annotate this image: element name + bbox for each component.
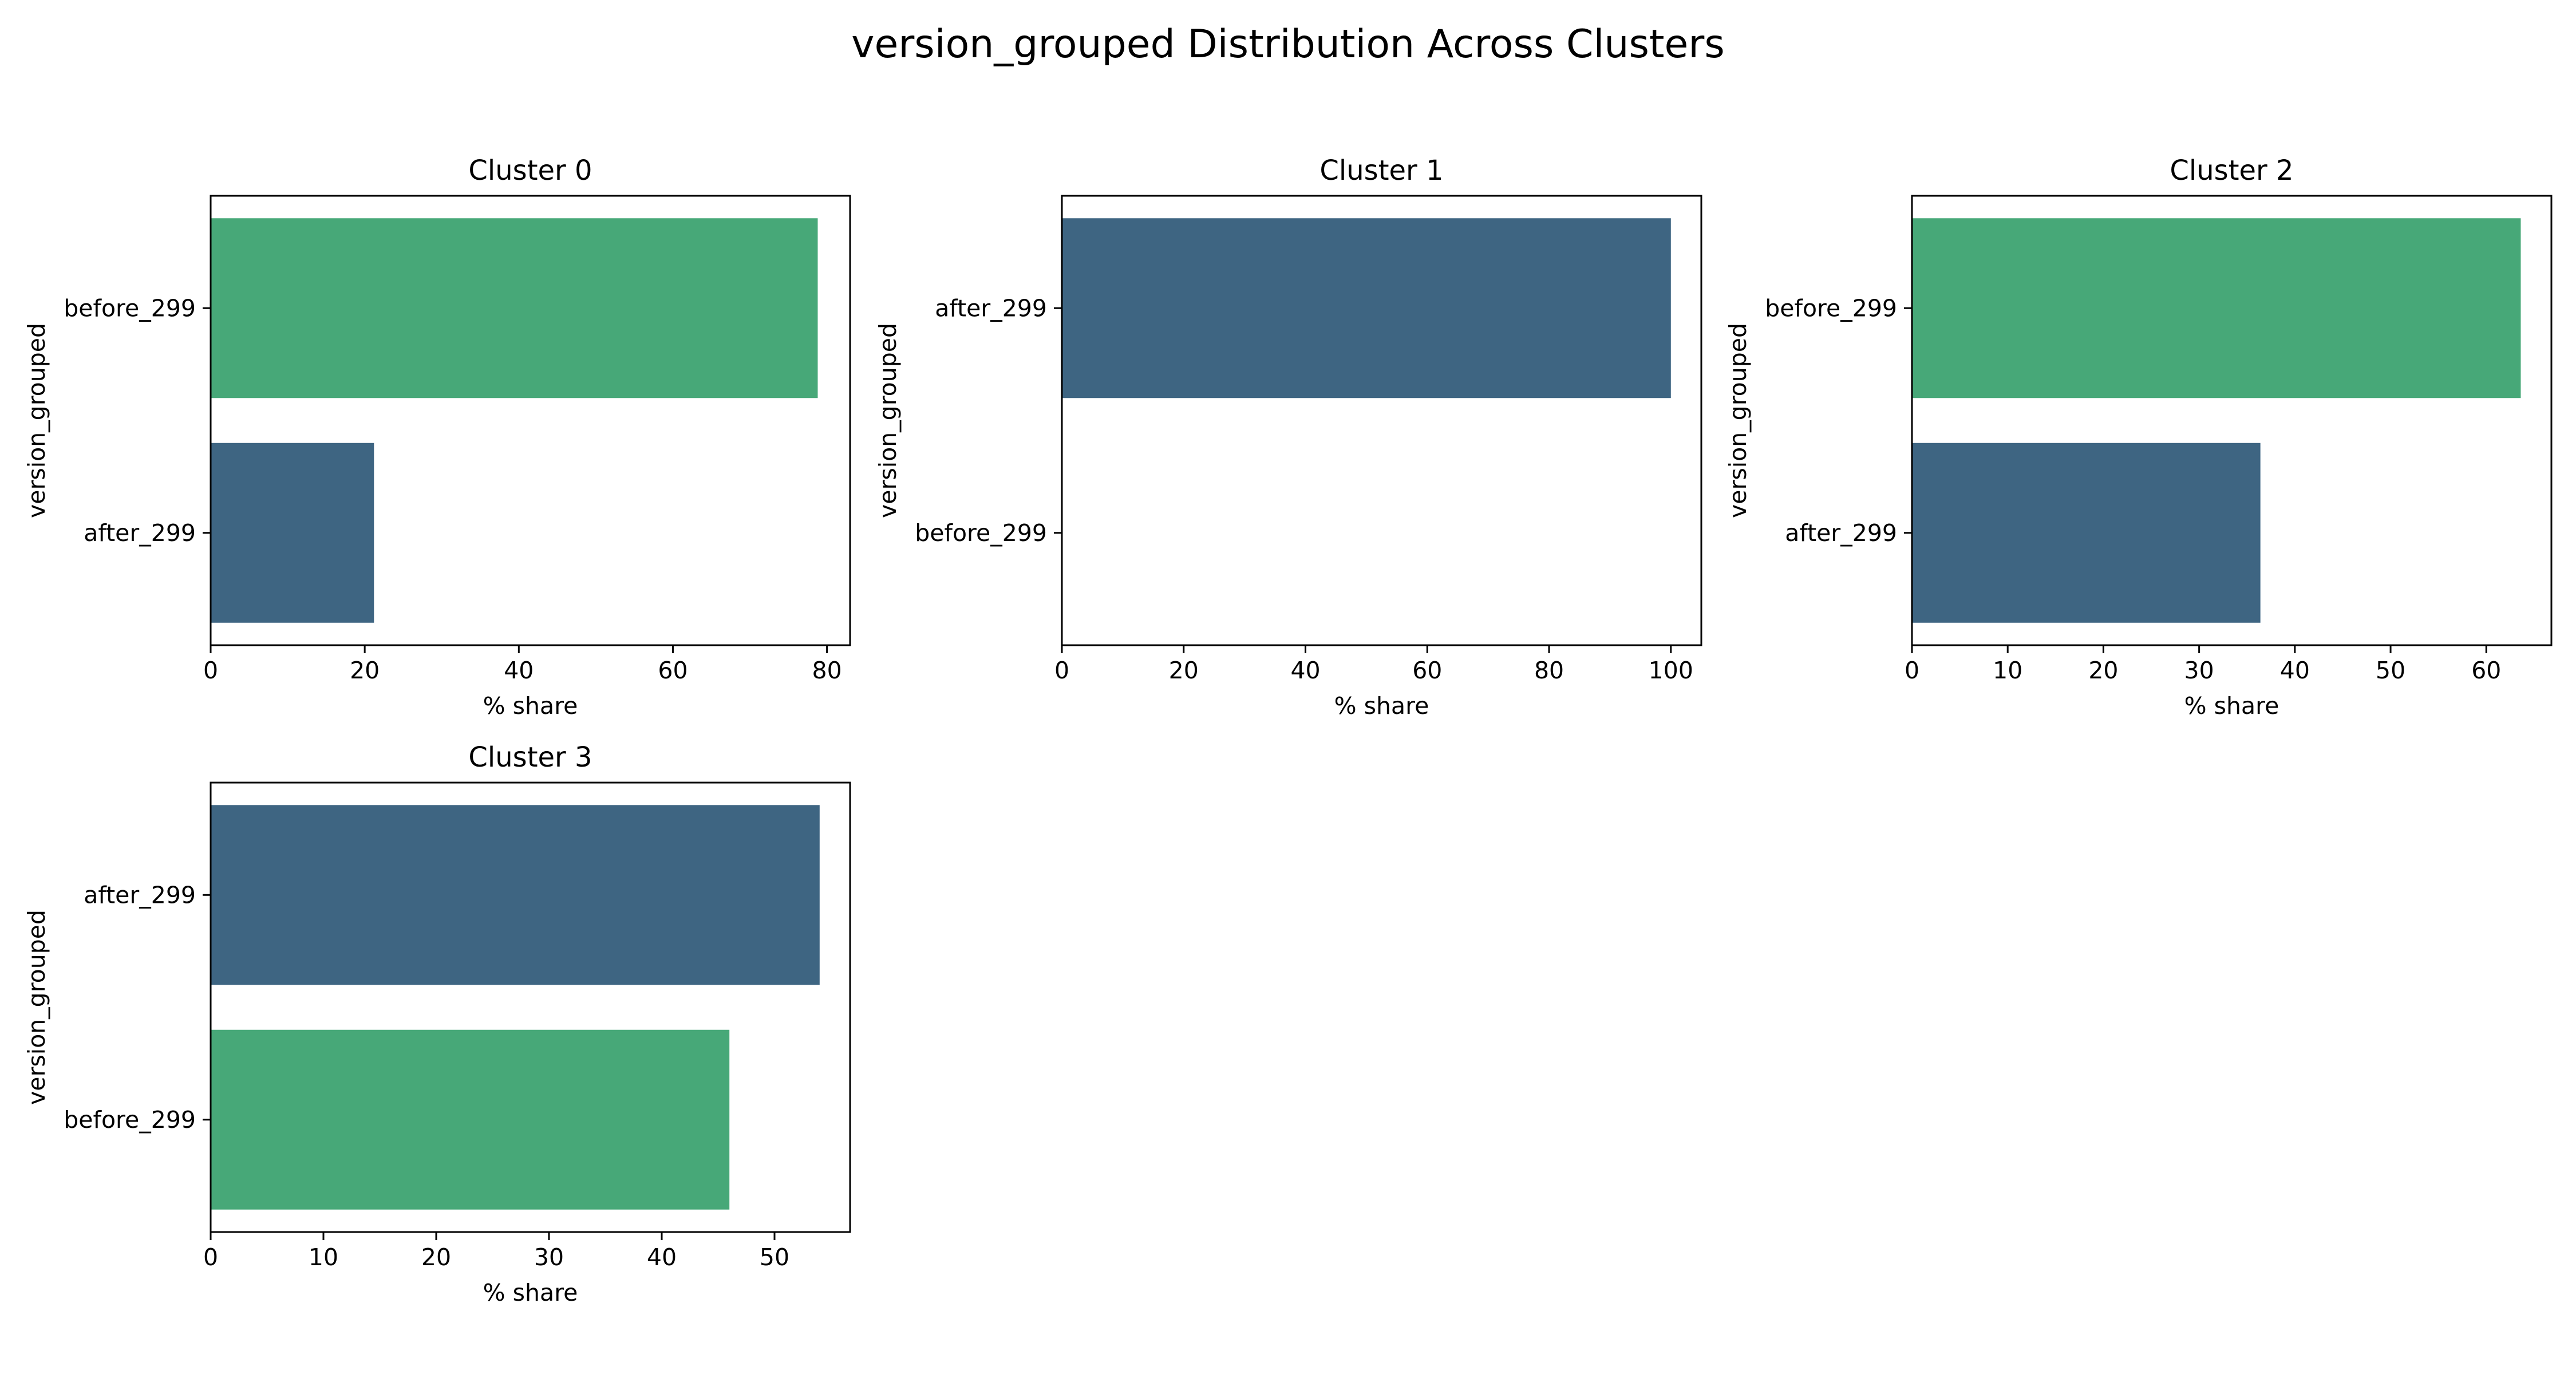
x-axis-label: % share	[2184, 692, 2279, 720]
y-tick-label: after_299	[84, 881, 196, 909]
chart-panel-cluster-1: after_299 before_299 0 20 40 60 80 100 Cluster 1…	[874, 155, 1702, 720]
y-tick-label: before_299	[1765, 294, 1897, 322]
x-tick-label: 40	[647, 1243, 677, 1271]
x-tick-label: 10	[1993, 657, 2022, 684]
x-tick-label: 50	[2376, 657, 2405, 684]
x-axis-label: % share	[483, 1279, 578, 1306]
y-axis-label: version_grouped	[1724, 323, 1752, 518]
bar-before_299	[1912, 218, 2521, 398]
axes-frame	[1061, 195, 1702, 646]
x-tick-label: 60	[2471, 657, 2501, 684]
x-tick-label: 40	[2280, 657, 2310, 684]
chart-panel-cluster-0: before_299 after_299 0 20 40 60 80 Cluster 0 % s…	[23, 155, 851, 720]
x-tick-label: 30	[2184, 657, 2214, 684]
bar-after_299	[211, 805, 820, 985]
x-tick-label: 20	[1169, 657, 1199, 684]
x-tick-label: 0	[1054, 657, 1069, 684]
x-tick-label: 10	[309, 1243, 338, 1271]
x-tick-label: 0	[1905, 657, 1919, 684]
y-tick-label: before_299	[915, 519, 1047, 547]
bar-before_299	[211, 1029, 730, 1210]
x-tick-label: 100	[1649, 657, 1693, 684]
axes-frame	[1911, 195, 2553, 646]
bar-after_299	[1912, 443, 2261, 623]
x-tick-label: 50	[760, 1243, 789, 1271]
y-tick-label: before_299	[64, 1106, 196, 1134]
y-tick-label: after_299	[935, 294, 1047, 322]
axes-frame	[210, 781, 851, 1233]
chart-panel-cluster-3: after_299 before_299 0 10 20 30 40 50 Cluster 3%…	[23, 741, 851, 1306]
x-tick-label: 20	[2088, 657, 2118, 684]
chart-panel-cluster-2: before_299 after_299 0 10 20 30 40 50 60 Cluster …	[1724, 155, 2553, 720]
axes-frame	[210, 195, 851, 646]
bar-after_299	[211, 443, 374, 623]
bar-after_299	[1062, 218, 1671, 398]
y-tick-label: after_299	[84, 519, 196, 547]
panel-title: Cluster 1	[1319, 155, 1443, 187]
figure-title: version_grouped Distribution Across Clus…	[851, 22, 1725, 67]
x-tick-label: 0	[203, 1243, 218, 1271]
x-tick-label: 60	[658, 657, 688, 684]
x-tick-label: 60	[1412, 657, 1442, 684]
x-tick-label: 30	[534, 1243, 564, 1271]
y-tick-label: after_299	[1785, 519, 1897, 547]
x-tick-label: 40	[1290, 657, 1320, 684]
y-axis-label: version_grouped	[23, 910, 50, 1105]
x-tick-label: 20	[421, 1243, 451, 1271]
x-axis-label: % share	[483, 692, 578, 720]
x-tick-label: 0	[203, 657, 218, 684]
chart-panels: before_299 after_299 0 20 40 60 80 Cluster 0 % s…	[23, 155, 2553, 1306]
x-axis-label: % share	[1334, 692, 1429, 720]
x-tick-label: 40	[504, 657, 534, 684]
x-tick-label: 80	[1534, 657, 1564, 684]
panel-title: Cluster 2	[2170, 155, 2293, 187]
x-tick-label: 20	[350, 657, 380, 684]
y-axis-label: version_grouped	[874, 323, 902, 518]
panel-title: Cluster 0	[468, 155, 592, 187]
bar-before_299	[211, 218, 818, 398]
panel-title: Cluster 3	[468, 741, 592, 773]
x-tick-label: 80	[812, 657, 842, 684]
y-axis-label: version_grouped	[23, 323, 50, 518]
y-tick-label: before_299	[64, 294, 196, 322]
